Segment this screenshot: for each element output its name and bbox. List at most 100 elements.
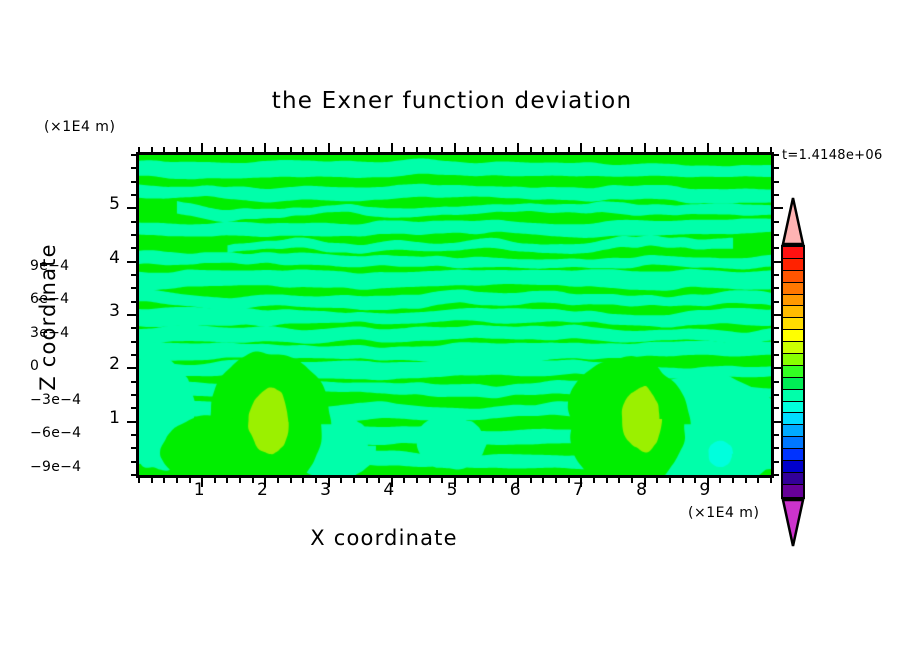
colorbar-bands [781,245,805,499]
x-axis-unit-label: (×1E4 m) [688,505,760,521]
x-axis-minor-tick [378,147,381,152]
x-axis-minor-tick [138,147,140,152]
y-axis-minor-tick [131,434,136,436]
x-axis-minor-tick [188,478,191,483]
y-axis-minor-tick [131,327,136,330]
x-axis-minor-tick [289,147,292,152]
x-axis-major-tick [201,143,204,152]
x-axis-major-tick [517,478,520,487]
x-axis-minor-tick [605,478,608,483]
x-axis-minor-tick [365,478,368,483]
colorbar-band [783,365,803,378]
y-axis-major-tick [774,367,783,370]
x-axis-tick-label: 8 [636,480,647,500]
x-axis-minor-tick [239,147,242,152]
x-axis-minor-tick [555,147,558,152]
x-axis-minor-tick [150,147,153,152]
x-axis-major-tick [454,478,456,487]
y-axis-minor-tick [774,300,779,303]
colorbar-tick-label: 3e−4 [30,324,70,341]
x-axis-tick-label: 2 [256,480,268,500]
x-axis-minor-tick [441,478,444,483]
y-axis-minor-tick [131,474,136,476]
colorbar-band [783,354,803,366]
x-axis-minor-tick [251,478,254,483]
x-axis-minor-tick [719,147,722,152]
x-axis-tick-label: 7 [572,480,584,500]
x-axis-minor-tick [416,478,419,483]
y-axis-minor-tick [774,234,779,236]
y-axis-minor-tick [774,194,779,196]
y-axis-tick-label: 1 [109,407,120,428]
colorbar-band [783,342,803,355]
y-axis-minor-tick [131,220,136,223]
x-axis-major-tick [580,143,583,152]
x-axis-major-tick [643,143,646,152]
y-axis-minor-tick [774,380,779,383]
x-axis-minor-tick [555,478,558,483]
colorbar-band [783,247,803,259]
y-axis-minor-tick [774,460,779,463]
y-axis-minor-tick [131,180,136,183]
y-axis-major-tick [127,207,136,210]
x-axis-minor-tick [175,478,178,483]
x-axis-major-tick [390,478,393,487]
x-axis-minor-tick [352,147,355,152]
x-axis-minor-tick [681,147,684,152]
x-axis-major-tick [201,478,204,487]
x-axis-minor-tick [302,147,305,152]
x-axis-minor-tick [428,147,431,152]
x-axis-minor-tick [719,478,722,483]
x-axis-minor-tick [213,478,216,483]
x-axis-tick-label: 6 [509,480,521,500]
x-axis-minor-tick [314,147,317,152]
x-axis-minor-tick [567,147,570,152]
y-axis-minor-tick [131,287,136,290]
page-title: the Exner function deviation [271,88,633,114]
x-axis-minor-tick [491,147,494,152]
y-axis-unit-label: (×1E4 m) [44,119,116,135]
colorbar-band [783,472,803,485]
x-axis-minor-tick [656,478,659,483]
colorbar-band [783,413,803,426]
x-axis-minor-tick [668,147,671,152]
y-axis-minor-tick [774,274,779,276]
colorbar-band [783,306,803,319]
x-axis-major-tick [264,478,267,487]
y-axis-minor-tick [774,474,779,476]
x-axis-minor-tick [428,478,431,483]
x-axis-tick-label: 5 [446,480,458,500]
y-axis-major-tick [774,420,783,423]
y-axis-minor-tick [131,167,136,170]
x-axis-minor-tick [213,147,216,152]
x-axis-minor-tick [416,147,419,152]
x-axis-tick-label: 1 [193,480,205,500]
x-axis-minor-tick [757,478,760,483]
y-axis-major-tick [774,260,783,263]
x-axis-minor-tick [378,478,381,483]
y-axis-major-tick [127,367,136,370]
x-axis-minor-tick [744,478,747,483]
x-axis-tick-label: 4 [383,480,395,500]
x-axis-minor-tick [289,478,292,483]
x-axis-minor-tick [770,478,772,483]
y-axis-minor-tick [131,407,136,410]
x-axis-minor-tick [744,147,747,152]
x-axis-minor-tick [618,147,621,152]
x-axis-minor-tick [542,147,545,152]
time-annotation: t=1.4148e+06 [782,148,883,163]
y-axis-minor-tick [131,460,136,463]
y-axis-tick-label: 2 [109,354,120,375]
y-axis-major-tick [127,260,136,263]
x-axis-minor-tick [757,147,760,152]
colorbar-tick-label: −9e−4 [30,458,82,475]
x-axis-major-tick [327,478,330,487]
colorbar-band [783,282,803,295]
colorbar-band [783,449,803,462]
colorbar-band [783,270,803,283]
x-axis-minor-tick [567,478,570,483]
y-axis-minor-tick [131,447,136,450]
x-axis-minor-tick [504,478,507,483]
y-axis-minor-tick [774,434,779,436]
